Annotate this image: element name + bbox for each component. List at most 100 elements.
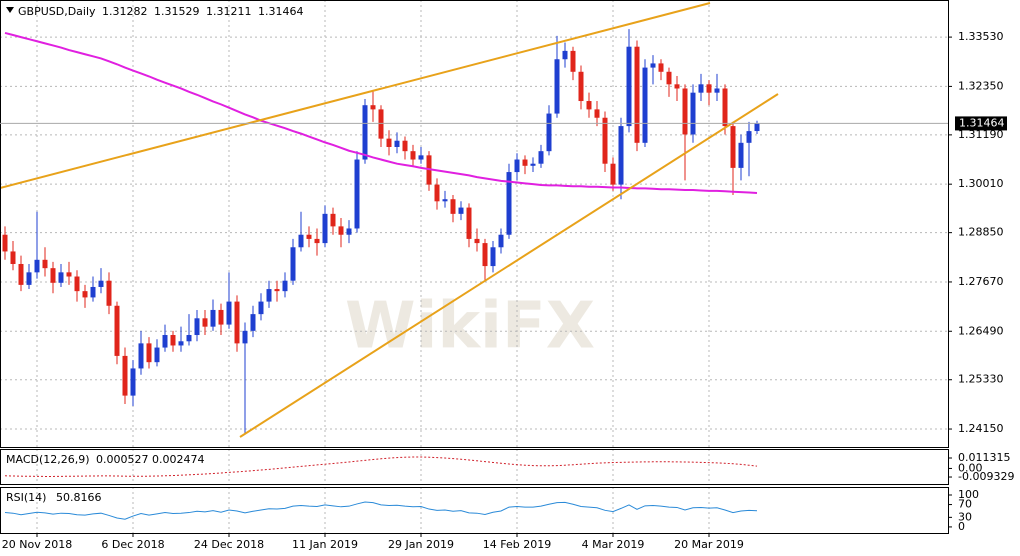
candle-body: [554, 59, 560, 114]
candle-body: [130, 368, 136, 396]
high-value: 1.31529: [154, 5, 200, 18]
candle-body: [114, 305, 120, 356]
candle-body: [634, 46, 640, 143]
candle-body: [170, 335, 176, 346]
grid: [0, 0, 948, 533]
current-price-box: [955, 116, 1007, 131]
candle-body: [282, 280, 288, 292]
candle-body: [658, 63, 664, 72]
candle-body: [82, 291, 88, 298]
plot-area: [2, 29, 760, 520]
candle-body: [122, 355, 128, 396]
candle-body: [90, 286, 96, 298]
trendlines: [0, 2, 779, 438]
macd-panel-frame: [0, 449, 949, 485]
y-tick-label: 1.32350: [958, 79, 1004, 92]
y-tick-label: 1.24150: [958, 422, 1004, 435]
watermark: WikiFX: [345, 290, 595, 364]
symbol-label: GBPUSD,Daily: [18, 5, 96, 18]
candle-body: [506, 172, 512, 235]
candle-body: [586, 101, 592, 110]
candle-body: [290, 247, 296, 281]
candle-body: [602, 117, 608, 164]
candle-body: [154, 347, 160, 363]
candle-body: [546, 113, 552, 152]
candle-body: [50, 268, 56, 283]
candle-body: [562, 50, 568, 60]
y-tick-label: 1.26490: [958, 324, 1004, 337]
candle-body: [42, 259, 48, 269]
y-tick-label: 100: [958, 488, 979, 501]
candle-body: [538, 151, 544, 164]
candle-body: [402, 140, 408, 152]
candle-body: [698, 84, 704, 93]
candle-body: [138, 343, 144, 369]
candle-body: [146, 343, 152, 363]
rsi-panel-frame: [0, 487, 949, 534]
macd-signal-line: [4, 456, 758, 477]
candle-body: [418, 155, 424, 160]
candle-body: [362, 105, 368, 160]
candle-body: [346, 228, 352, 235]
y-tick-label: 70: [958, 498, 972, 511]
candle-body: [386, 138, 392, 147]
candle-body: [218, 309, 224, 325]
x-tick-label: 14 Feb 2019: [483, 538, 551, 551]
candle-body: [594, 109, 600, 118]
candle-body: [194, 318, 200, 336]
macd-main-value: 0.000527: [96, 453, 149, 466]
candle-body: [234, 301, 240, 344]
candle-body: [354, 159, 360, 229]
candle-body: [746, 131, 752, 143]
candle-body: [58, 272, 64, 283]
macd-label: MACD(12,26,9): [6, 453, 90, 466]
candle-body: [10, 251, 16, 264]
y-tick-label: 1.27670: [958, 275, 1004, 288]
menu-arrow[interactable]: [6, 7, 14, 13]
candle-body: [610, 163, 616, 185]
candle-body: [754, 123, 760, 132]
candle-body: [458, 207, 464, 214]
candle-body: [578, 71, 584, 102]
x-tick-label: 29 Jan 2019: [388, 538, 454, 551]
y-tick-label: 0: [958, 520, 965, 533]
candle-body: [466, 207, 472, 239]
candle-body: [34, 259, 40, 273]
candle-body: [2, 234, 8, 252]
candle-body: [178, 341, 184, 346]
close-value: 1.31464: [258, 5, 304, 18]
candle-body: [274, 289, 280, 292]
candle-body: [490, 247, 496, 267]
candle-body: [482, 243, 488, 267]
y-tick-label: 1.28850: [958, 226, 1004, 239]
x-tick-label: 4 Mar 2019: [582, 538, 645, 551]
candle-body: [442, 199, 448, 202]
candle-body: [618, 126, 624, 185]
candle-body: [730, 126, 736, 168]
candle-body: [514, 159, 520, 173]
candle-body: [66, 272, 72, 277]
rsi-label: RSI(14): [6, 491, 46, 504]
candle-body: [258, 301, 264, 315]
trendline: [0, 2, 711, 189]
candle-body: [210, 309, 216, 327]
candle-body: [570, 50, 576, 72]
candle-body: [314, 238, 320, 244]
candle-body: [226, 301, 232, 325]
candle-body: [202, 318, 208, 327]
candle-body: [26, 272, 32, 285]
x-tick-label: 6 Dec 2018: [101, 538, 164, 551]
y-tick-label: 1.31190: [958, 128, 1004, 141]
y-tick-label: 1.30010: [958, 177, 1004, 190]
open-value: 1.31282: [102, 5, 148, 18]
x-tick-label: 20 Nov 2018: [2, 538, 72, 551]
candle-body: [498, 234, 504, 248]
current-price-label: 1.31464: [959, 116, 1005, 129]
candle-body: [650, 63, 656, 68]
trendline: [239, 93, 779, 438]
candle-body: [522, 159, 528, 166]
rsi-line: [4, 501, 758, 520]
candle-body: [18, 263, 24, 285]
candle-body: [722, 88, 728, 127]
candle-body: [186, 335, 192, 342]
